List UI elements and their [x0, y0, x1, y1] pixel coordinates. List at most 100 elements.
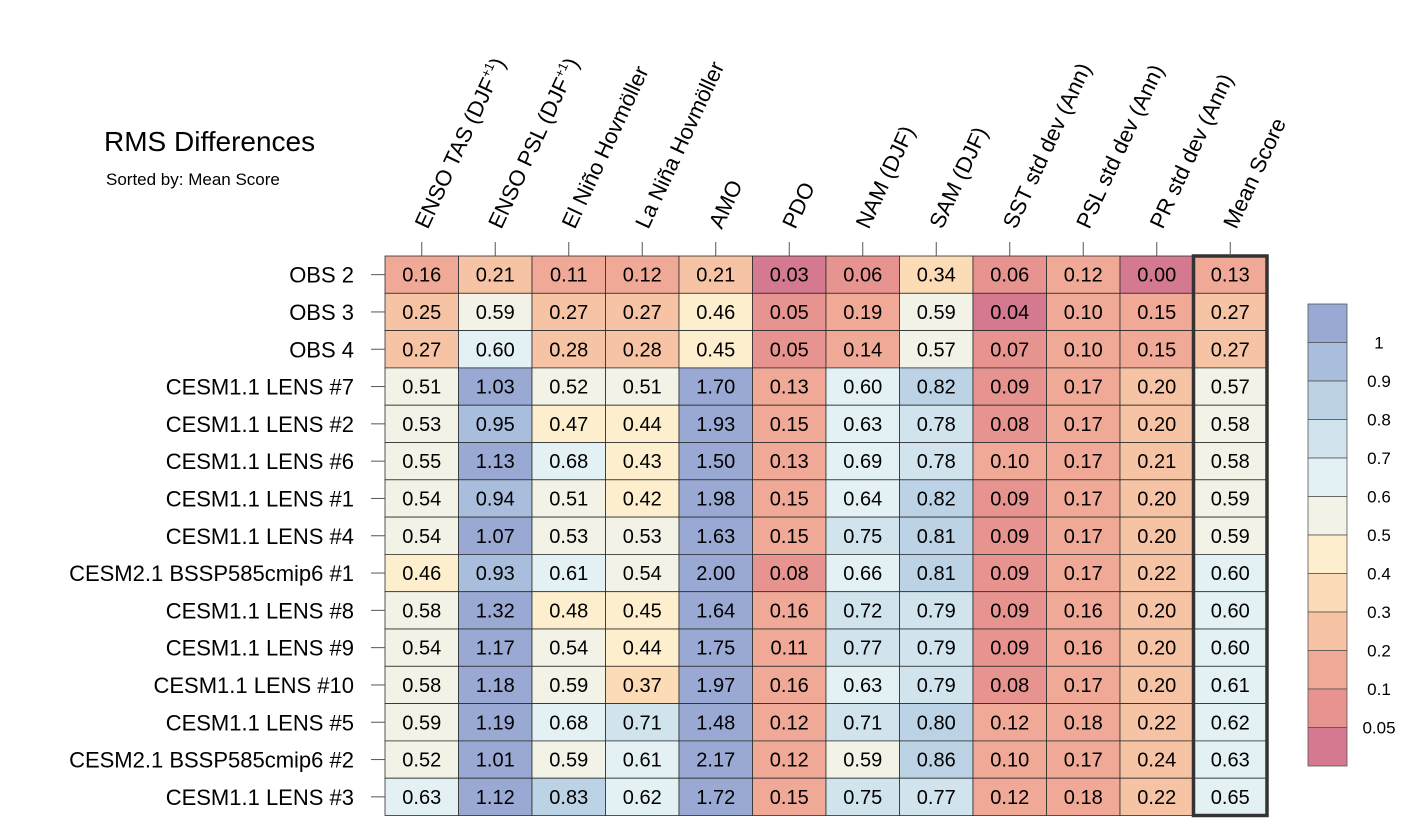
row-label: CESM1.1 LENS #2 [166, 412, 354, 437]
cell-value: 0.15 [1137, 302, 1176, 324]
heatmap-cell [825, 292, 900, 331]
heatmap-cell [972, 255, 1047, 294]
cell-value: 0.20 [1137, 638, 1176, 660]
cell-value: 0.86 [917, 750, 956, 772]
heatmap-cell [1046, 516, 1121, 555]
colorbar-swatch [1307, 303, 1348, 343]
cell-value: 0.11 [550, 265, 587, 287]
heatmap-cell [1119, 740, 1194, 779]
cell-value: 0.22 [1137, 787, 1176, 809]
chart-subtitle: Sorted by: Mean Score [106, 170, 280, 189]
heatmap-cell [1046, 367, 1121, 406]
cell-value: 0.60 [1211, 638, 1250, 660]
heatmap-cell [605, 292, 680, 331]
cell-value: 1.18 [476, 675, 515, 697]
cell-value: 0.68 [549, 451, 588, 473]
row-label: CESM1.1 LENS #10 [153, 673, 354, 698]
cell-value: 1.01 [476, 750, 515, 772]
cell-value: 0.78 [917, 451, 956, 473]
cell-value: 0.59 [402, 712, 441, 734]
cell-value: 1.19 [476, 712, 515, 734]
cell-value: 0.20 [1137, 675, 1176, 697]
heatmap-cell [531, 330, 606, 369]
heatmap-cell [972, 740, 1047, 779]
cell-value: 0.47 [549, 414, 588, 436]
colorbar-swatch [1307, 688, 1348, 728]
heatmap-cell [678, 740, 753, 779]
cell-value: 0.37 [623, 675, 662, 697]
row-label: CESM1.1 LENS #7 [166, 375, 354, 400]
heatmap-cell [458, 591, 533, 630]
cell-value: 1.75 [696, 638, 735, 660]
row-label: CESM1.1 LENS #5 [166, 710, 354, 735]
heatmap-cell [899, 442, 974, 481]
heatmap-cell [384, 628, 459, 667]
cell-value: 0.59 [1211, 488, 1250, 510]
heatmap-cell [972, 628, 1047, 667]
cell-value: 0.71 [623, 712, 662, 734]
heatmap-cell [605, 665, 680, 704]
heatmap-cell [825, 628, 900, 667]
cell-value: 0.54 [549, 638, 588, 660]
cell-value: 0.18 [1064, 712, 1103, 734]
cell-value: 0.20 [1137, 526, 1176, 548]
cell-value: 1.63 [696, 526, 735, 548]
cell-value: 0.16 [402, 265, 441, 287]
heatmap-cell [825, 777, 900, 816]
cell-value: 1.48 [696, 712, 735, 734]
heatmap-cell [899, 479, 974, 518]
heatmap-cell [384, 777, 459, 816]
cell-value: 0.24 [1137, 750, 1176, 772]
cell-value: 0.20 [1137, 414, 1176, 436]
cell-value: 0.79 [917, 638, 956, 660]
heatmap-cell [899, 777, 974, 816]
heatmap-cell [678, 554, 753, 593]
heatmap-cell [752, 628, 827, 667]
heatmap-cell [1193, 479, 1268, 518]
colorbar-label: 0.5 [1367, 526, 1391, 545]
heatmap-cell [825, 479, 900, 518]
cell-value: 0.94 [476, 488, 515, 510]
cell-value: 0.54 [623, 563, 662, 585]
cell-value: 0.44 [623, 638, 662, 660]
cell-value: 0.68 [549, 712, 588, 734]
colorbar-swatch [1307, 457, 1348, 497]
cell-value: 0.34 [917, 265, 956, 287]
colorbar-label: 0.3 [1367, 603, 1391, 622]
heatmap-cell [384, 665, 459, 704]
cell-value: 0.28 [549, 339, 588, 361]
colorbar-swatch [1307, 650, 1348, 690]
cell-value: 0.60 [1211, 563, 1250, 585]
cell-value: 0.04 [990, 302, 1029, 324]
cell-value: 0.46 [402, 563, 441, 585]
cell-value: 0.60 [476, 339, 515, 361]
cell-value: 0.82 [917, 377, 956, 399]
heatmap-cell [531, 367, 606, 406]
colorbar-swatch [1307, 611, 1348, 651]
row-label: CESM2.1 BSSP585cmip6 #2 [69, 748, 354, 773]
cell-value: 0.21 [476, 265, 515, 287]
heatmap-cell [458, 740, 533, 779]
colorbar-swatch [1307, 727, 1348, 767]
cell-value: 0.51 [623, 377, 662, 399]
cell-value: 0.09 [990, 526, 1029, 548]
heatmap-cell [605, 404, 680, 443]
heatmap-cell [825, 442, 900, 481]
colorbar-swatch [1307, 534, 1348, 574]
cell-value: 0.54 [402, 638, 441, 660]
heatmap-cell [1193, 442, 1268, 481]
cell-value: 0.15 [1137, 339, 1176, 361]
heatmap-cell [752, 554, 827, 593]
cell-value: 0.44 [623, 414, 662, 436]
cell-value: 0.15 [770, 787, 809, 809]
heatmap-cell [899, 554, 974, 593]
cell-value: 0.58 [1211, 414, 1250, 436]
heatmap-cell [752, 292, 827, 331]
cell-value: 0.09 [990, 600, 1029, 622]
cell-value: 0.79 [917, 675, 956, 697]
cell-value: 0.54 [402, 526, 441, 548]
cell-value: 0.22 [1137, 563, 1176, 585]
heatmap-cell [899, 516, 974, 555]
chart-title: RMS Differences [104, 126, 316, 157]
cell-value: 0.18 [1064, 787, 1103, 809]
